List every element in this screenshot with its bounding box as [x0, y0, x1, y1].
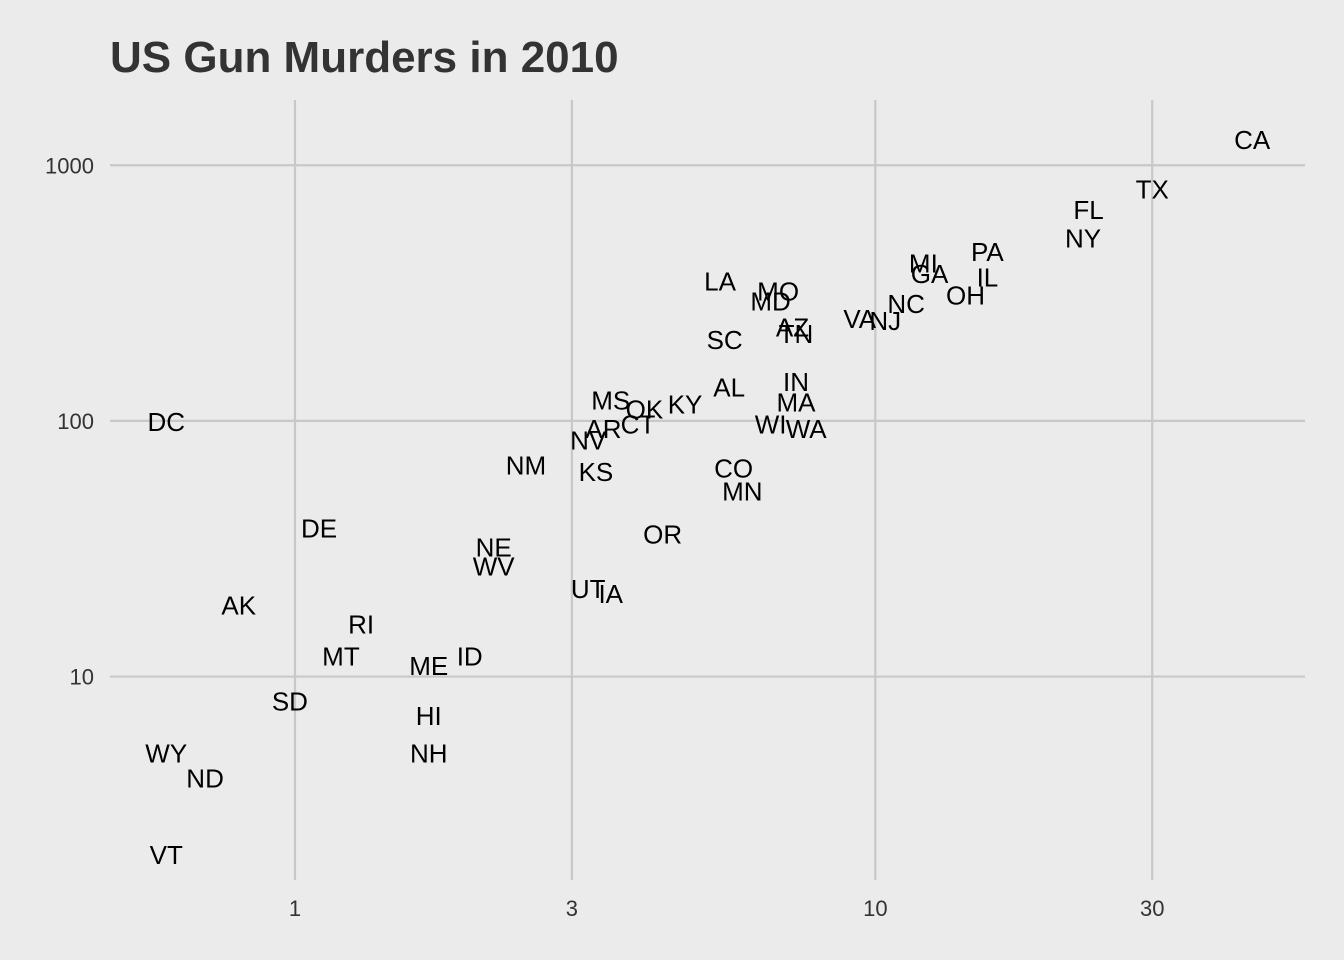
point-label-nv: NV	[570, 425, 607, 455]
point-label-wv: WV	[473, 551, 516, 581]
point-label-mt: MT	[322, 641, 360, 671]
point-label-oh: OH	[946, 280, 985, 310]
point-label-de: DE	[301, 513, 337, 543]
point-label-mi: MI	[909, 248, 938, 278]
point-label-fl: FL	[1073, 195, 1103, 225]
point-label-al: AL	[713, 373, 745, 403]
point-label-hi: HI	[416, 701, 442, 731]
point-label-tn: TN	[779, 319, 814, 349]
y-tick-label: 10	[70, 665, 94, 690]
x-tick-label: 1	[289, 896, 301, 921]
y-axis: 10 100 1000	[45, 153, 94, 689]
point-label-sd: SD	[272, 686, 308, 716]
point-label-sc: SC	[707, 325, 743, 355]
point-label-ia: IA	[598, 579, 623, 609]
point-label-ak: AK	[221, 590, 256, 620]
chart-title: US Gun Murders in 2010	[110, 33, 619, 82]
x-tick-label: 10	[863, 896, 887, 921]
point-label-wi: WI	[755, 409, 787, 439]
point-label-ky: KY	[668, 389, 703, 419]
x-axis: 1 3 10 30	[289, 896, 1165, 921]
point-label-ne: NE	[476, 532, 512, 562]
point-label-md: MD	[750, 287, 790, 317]
point-label-ca: CA	[1234, 125, 1271, 155]
y-tick-label: 1000	[45, 153, 94, 178]
point-label-wa: WA	[786, 414, 828, 444]
point-label-nh: NH	[410, 738, 448, 768]
point-label-mn: MN	[722, 476, 762, 506]
point-label-ny: NY	[1065, 224, 1101, 254]
point-label-la: LA	[704, 266, 736, 296]
point-label-dc: DC	[147, 407, 185, 437]
y-tick-label: 100	[57, 409, 94, 434]
point-label-nd: ND	[186, 763, 224, 793]
point-label-vt: VT	[150, 840, 183, 870]
point-label-ks: KS	[579, 457, 614, 487]
point-label-tx: TX	[1136, 174, 1169, 204]
point-label-ma: MA	[777, 388, 817, 418]
point-label-ut: UT	[571, 574, 606, 604]
x-tick-label: 3	[566, 896, 578, 921]
point-label-pa: PA	[971, 237, 1004, 267]
point-label-il: IL	[977, 262, 999, 292]
point-label-ar: AR	[585, 414, 621, 444]
point-label-id: ID	[457, 641, 483, 671]
point-label-in: IN	[783, 367, 809, 397]
point-label-ms: MS	[591, 386, 630, 416]
point-label-ok: OK	[626, 394, 664, 424]
point-label-me: ME	[409, 651, 448, 681]
point-label-va: VA	[843, 304, 876, 334]
point-label-az: AZ	[776, 312, 809, 342]
point-label-wy: WY	[145, 738, 187, 768]
point-label-nc: NC	[887, 289, 925, 319]
point-label-ct: CT	[621, 409, 656, 439]
point-label-ga: GA	[911, 259, 949, 289]
point-label-nj: NJ	[869, 306, 901, 336]
point-label-mo: MO	[757, 276, 799, 306]
point-label-co: CO	[714, 454, 753, 484]
x-tick-label: 30	[1140, 896, 1164, 921]
point-label-ri: RI	[348, 609, 374, 639]
point-label-or: OR	[643, 519, 682, 549]
gridlines	[110, 100, 1305, 880]
point-label-nm: NM	[506, 450, 546, 480]
